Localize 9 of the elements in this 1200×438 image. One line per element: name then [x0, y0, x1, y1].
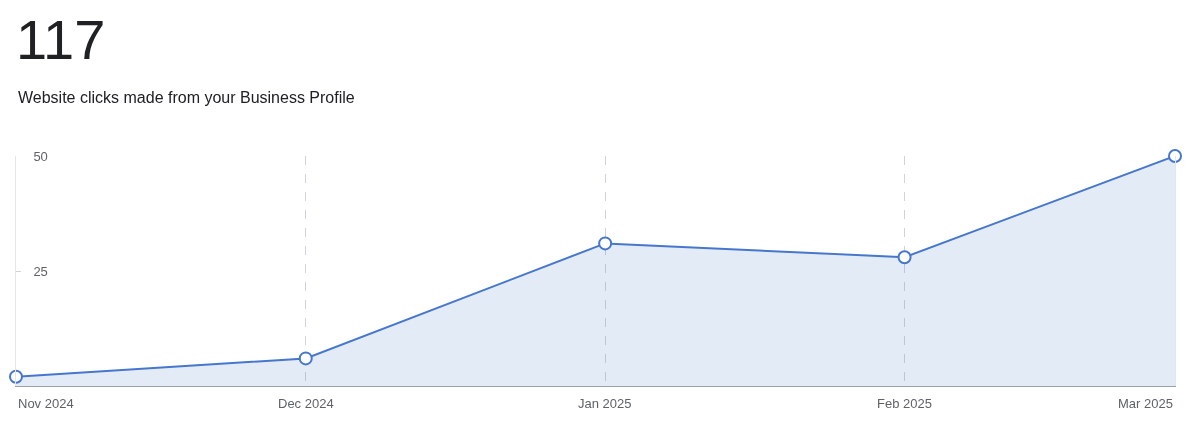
x-tick-label: Dec 2024	[278, 396, 334, 411]
y-tick-label: 50	[33, 148, 48, 164]
x-tick-label: Mar 2025	[1118, 396, 1173, 411]
chart-subtitle: Website clicks made from your Business Profile	[18, 89, 355, 106]
x-tick-label: Nov 2024	[18, 396, 74, 411]
x-tick-label: Jan 2025	[578, 396, 632, 411]
x-tick-label: Feb 2025	[877, 396, 932, 411]
chart-title: 117	[16, 8, 106, 71]
y-tick-label: 25	[33, 263, 48, 279]
